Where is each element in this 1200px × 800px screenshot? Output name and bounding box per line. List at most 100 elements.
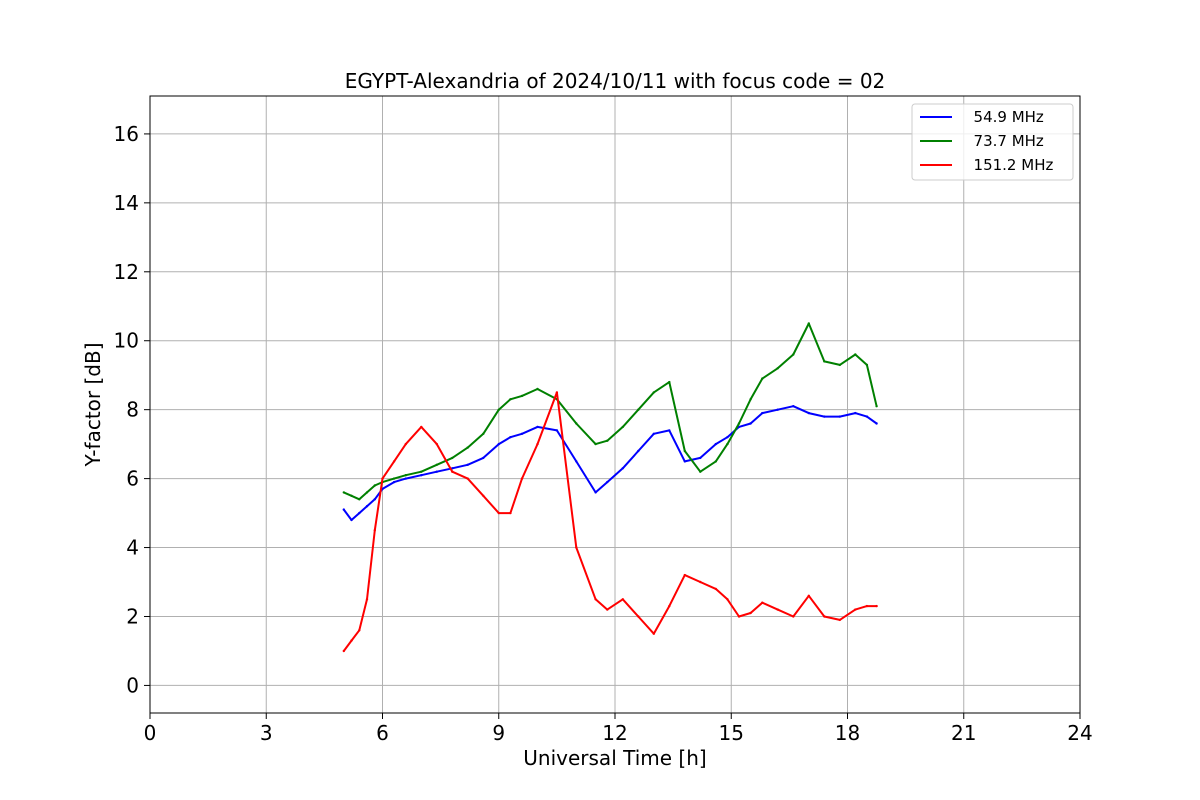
series-2-point — [621, 425, 624, 429]
series-1-point — [792, 405, 795, 408]
series-3-point — [555, 391, 559, 394]
series-1-point — [365, 505, 369, 508]
x-tick-label: 12 — [602, 721, 627, 745]
y-tick-label: 8 — [126, 398, 139, 422]
series-3-point — [365, 598, 369, 601]
series-1-point — [350, 518, 353, 522]
series-2-point — [838, 363, 841, 367]
series-2-point — [776, 367, 779, 370]
series-2-point — [875, 405, 878, 408]
series-1-point — [668, 429, 671, 432]
series-2-point — [854, 353, 857, 356]
series-2-point — [737, 422, 741, 425]
series-1-point — [838, 415, 841, 418]
series-3-point — [699, 580, 702, 584]
series-2-point — [451, 456, 454, 460]
x-tick-label: 9 — [492, 721, 505, 745]
x-tick-label: 0 — [144, 721, 157, 745]
x-tick-label: 24 — [1067, 721, 1092, 745]
y-tick-label: 16 — [114, 122, 139, 146]
series-2-point — [606, 439, 609, 442]
series-3-point — [726, 598, 729, 601]
series-2-point — [536, 387, 539, 391]
series-3-point — [838, 618, 841, 622]
series-2-point — [466, 446, 469, 449]
series-line-3 — [342, 391, 877, 652]
series-1-point — [594, 491, 597, 494]
series-1-point — [726, 436, 729, 439]
series-1-point — [761, 411, 764, 415]
series-3-point — [749, 611, 752, 615]
series-1-point — [807, 411, 810, 415]
series-3-point — [776, 608, 779, 611]
series-2-point — [652, 391, 655, 394]
series-1-point — [714, 442, 717, 446]
series-2-point — [668, 380, 671, 384]
series-3-point — [854, 608, 857, 611]
series-2-point — [699, 470, 702, 473]
series-1-point — [606, 480, 609, 484]
series-3-point — [737, 615, 741, 618]
x-tick-label: 21 — [951, 721, 976, 745]
series-3-point — [823, 615, 826, 618]
y-tick-label: 2 — [126, 604, 139, 628]
y-tick-label: 12 — [114, 260, 139, 284]
series-2-point — [435, 463, 438, 466]
series-layer — [342, 322, 878, 653]
legend-box — [911, 103, 1074, 181]
series-2-point — [404, 474, 407, 477]
series-2-point — [392, 477, 396, 480]
series-1-point — [482, 456, 485, 460]
x-axis-title: Universal Time [h] — [523, 746, 706, 770]
series-1-point — [683, 460, 686, 463]
series-2-point — [342, 491, 345, 494]
series-1-point — [776, 408, 779, 411]
series-1-point — [637, 449, 640, 453]
series-3-point — [637, 615, 640, 618]
x-tick-label: 15 — [719, 721, 744, 745]
y-tick-label: 6 — [126, 467, 139, 491]
series-3-point — [652, 632, 655, 635]
series-2-point — [497, 408, 500, 411]
series-1-point — [466, 463, 469, 466]
series-1-point — [497, 442, 500, 446]
series-3-point — [350, 639, 353, 642]
series-3-point — [451, 470, 454, 473]
x-tick-label: 6 — [376, 721, 389, 745]
series-1-point — [420, 474, 423, 477]
y-tick-label: 10 — [114, 329, 139, 353]
series-1-point — [854, 411, 857, 415]
y-tick-label: 4 — [126, 536, 139, 560]
legend-label-3: 151.2 MHz — [964, 156, 1053, 174]
series-3-point — [392, 460, 396, 463]
series-3-point — [497, 511, 500, 515]
series-3-point — [404, 442, 407, 446]
series-3-point — [520, 477, 524, 480]
series-3-point — [683, 573, 686, 577]
series-2-point — [420, 470, 423, 473]
series-3-point — [342, 649, 345, 653]
series-1-point — [342, 508, 345, 511]
series-3-point — [575, 546, 578, 549]
series-3-point — [792, 615, 795, 618]
series-1-point — [555, 429, 559, 432]
series-3-point — [420, 425, 423, 429]
series-2-point — [373, 484, 376, 487]
series-3-point — [435, 442, 438, 446]
series-3-point — [536, 442, 539, 446]
series-1-point — [875, 422, 878, 425]
chart-title: EGYPT-Alexandria of 2024/10/11 with focu… — [345, 69, 886, 93]
series-1-point — [699, 456, 702, 460]
series-1-point — [520, 432, 524, 435]
series-1-point — [865, 415, 869, 418]
series-1-point — [509, 436, 512, 439]
series-2-point — [683, 449, 686, 453]
series-line-2 — [343, 322, 878, 501]
series-1-point — [404, 477, 407, 480]
series-1-point — [749, 422, 752, 425]
legend: 54.9 MHz 73.7 MHz 151.2 MHz — [911, 103, 1074, 181]
series-3-point — [594, 598, 597, 601]
series-2-point — [509, 398, 512, 401]
series-3-point — [807, 594, 810, 597]
